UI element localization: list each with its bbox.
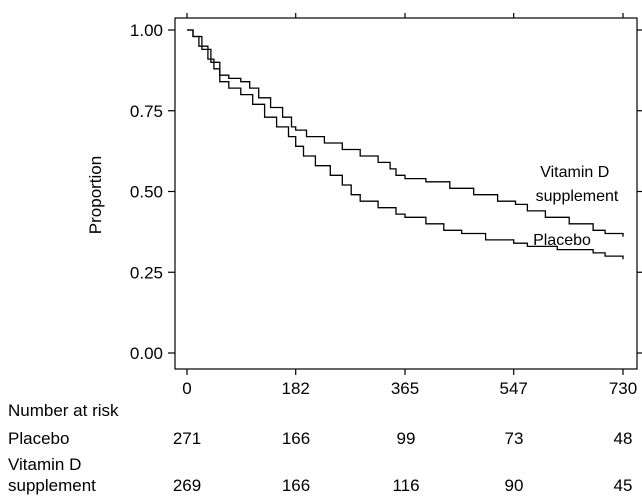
y-tick-label: 1.00 [130, 21, 163, 40]
risk-count-placebo-365: 99 [396, 429, 416, 448]
plot-frame [174, 17, 638, 370]
risk-row-label-vitamin-d-line1: Vitamin D [8, 455, 82, 474]
x-tick-label: 730 [609, 379, 637, 398]
y-axis-label: Proportion [86, 156, 105, 234]
risk-count-placebo-182: 166 [281, 429, 311, 448]
series-label-vitamin-d-line1: Vitamin D [540, 164, 609, 181]
series-label-vitamin-d-line2: supplement [536, 188, 619, 205]
x-axis: 0 182 365 547 730 [182, 369, 637, 398]
risk-count-vitamin-d-547: 90 [504, 476, 524, 495]
risk-row-label-vitamin-d-line2: supplement [8, 476, 96, 495]
x-tick-label: 365 [391, 379, 419, 398]
risk-row-label-placebo: Placebo [8, 429, 70, 448]
y-tick-label: 0.75 [130, 102, 163, 121]
x-tick-label: 182 [282, 379, 310, 398]
risk-count-vitamin-d-0: 269 [172, 476, 202, 495]
series-label-placebo-line1: Placebo [533, 232, 591, 249]
x-tick-label: 0 [182, 379, 191, 398]
risk-count-placebo-547: 73 [504, 429, 524, 448]
risk-count-placebo-0: 271 [172, 429, 202, 448]
risk-count-vitamin-d-365: 116 [392, 476, 420, 495]
series-layer [187, 29, 624, 260]
risk-count-placebo-730: 48 [613, 429, 633, 448]
y-tick-label: 0.50 [130, 183, 163, 202]
y-tick-label: 0.25 [130, 263, 163, 282]
risk-count-vitamin-d-182: 166 [281, 476, 311, 495]
risk-table-title: Number at risk [8, 401, 119, 420]
series-label-placebo: Placebo [533, 232, 591, 249]
series-line-placebo [187, 29, 624, 260]
series-line-vitamin-d-supplement [187, 29, 624, 237]
y-tick-label: 0.00 [130, 344, 163, 363]
series-label-vitamin-d: Vitamin D supplement [536, 164, 619, 205]
x-tick-label: 547 [500, 379, 528, 398]
y-axis: 0.00 0.25 0.50 0.75 1.00 [130, 21, 642, 363]
risk-count-vitamin-d-730: 45 [613, 476, 633, 495]
top-axis-ticks [186, 13, 624, 18]
